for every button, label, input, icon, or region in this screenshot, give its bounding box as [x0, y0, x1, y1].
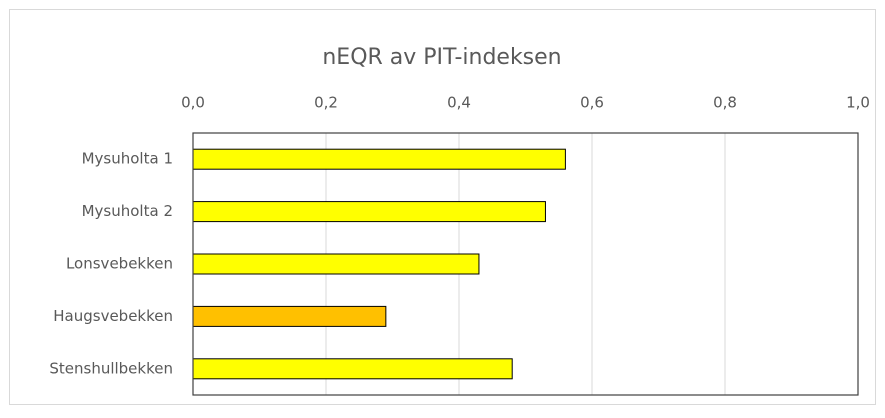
x-tick-label: 1,0	[846, 94, 870, 112]
y-tick-label: Mysuholta 1	[82, 150, 173, 168]
x-tick-label: 0,8	[713, 94, 737, 112]
bar	[192, 358, 513, 380]
bar	[192, 305, 387, 327]
y-tick-label: Stenshullbekken	[49, 359, 173, 377]
y-tick-label: Mysuholta 2	[82, 202, 173, 220]
x-tick-label: 0,0	[181, 94, 205, 112]
y-tick-label: Lonsvebekken	[66, 255, 173, 273]
chart-title: nEQR av PIT-indeksen	[322, 45, 561, 70]
x-tick-label: 0,6	[580, 94, 604, 112]
x-tick-label: 0,2	[314, 94, 338, 112]
bars	[192, 148, 566, 380]
bar	[192, 201, 546, 223]
y-tick-label: Haugsvebekken	[53, 307, 173, 325]
bar	[192, 253, 480, 275]
plot-border	[192, 132, 859, 396]
bar	[192, 148, 566, 170]
x-tick-label: 0,4	[447, 94, 471, 112]
